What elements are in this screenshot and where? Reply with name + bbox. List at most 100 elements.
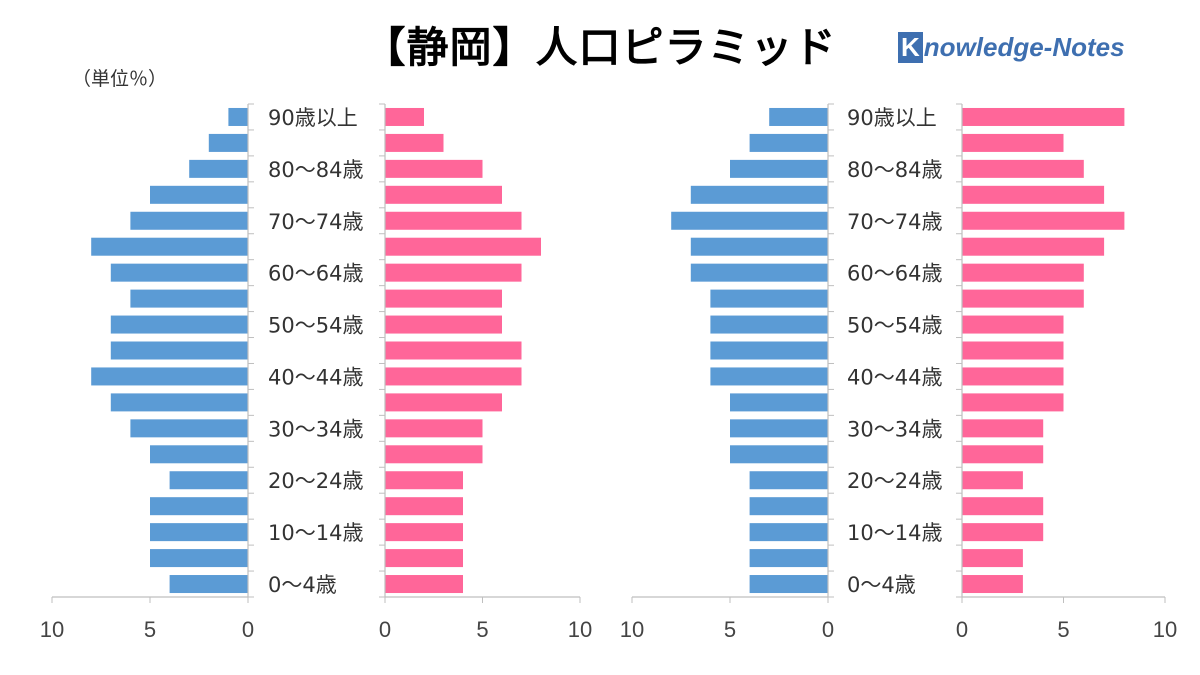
female-tick-label-2-5: 5	[1057, 617, 1069, 642]
female-bar-2-16	[962, 159, 1084, 178]
female-bar-1-0	[385, 575, 463, 594]
female-tick-label-1-0: 0	[379, 617, 391, 642]
male-bar-2-2	[749, 523, 828, 542]
male-bar-2-16	[730, 159, 828, 178]
male-tick-label-2-10: 10	[620, 617, 644, 642]
female-bar-1-15	[385, 185, 502, 204]
female-bar-1-11	[385, 289, 502, 308]
female-bar-2-1	[962, 549, 1023, 568]
male-bar-2-9	[710, 341, 828, 360]
male-bar-1-18	[228, 107, 248, 126]
female-bar-1-18	[385, 107, 424, 126]
female-bar-2-8	[962, 367, 1064, 386]
male-bar-2-0	[749, 575, 828, 594]
male-bar-1-9	[110, 341, 248, 360]
brand-logo-mark: K	[898, 32, 923, 63]
male-bar-1-12	[110, 263, 248, 282]
age-label-1-6: 30〜34歳	[268, 417, 363, 441]
male-bar-2-6	[730, 419, 828, 438]
female-bar-1-17	[385, 133, 444, 152]
female-bar-2-18	[962, 107, 1125, 126]
male-bar-1-15	[150, 185, 248, 204]
age-label-2-16: 80〜84歳	[847, 158, 942, 182]
female-bar-1-5	[385, 445, 483, 464]
male-bar-1-16	[189, 159, 248, 178]
age-label-2-12: 60〜64歳	[847, 262, 942, 286]
age-label-1-12: 60〜64歳	[268, 262, 363, 286]
brand-logo-text: nowledge-Notes	[923, 32, 1125, 62]
female-bar-2-2	[962, 523, 1044, 542]
male-bar-2-18	[769, 107, 828, 126]
age-label-1-16: 80〜84歳	[268, 158, 363, 182]
female-bar-1-10	[385, 315, 502, 334]
male-bar-2-14	[671, 211, 828, 230]
female-bar-1-2	[385, 523, 463, 542]
male-bar-2-12	[690, 263, 828, 282]
male-tick-label-1-5: 5	[144, 617, 156, 642]
female-bar-1-8	[385, 367, 522, 386]
chart-title: 【静岡】人口ピラミッド	[363, 23, 837, 72]
male-bar-2-1	[749, 549, 828, 568]
age-label-2-10: 50〜54歳	[847, 314, 942, 338]
male-bar-1-10	[110, 315, 248, 334]
male-bar-2-11	[710, 289, 828, 308]
female-bar-1-9	[385, 341, 522, 360]
age-label-2-14: 70〜74歳	[847, 210, 942, 234]
age-label-1-14: 70〜74歳	[268, 210, 363, 234]
male-bar-1-2	[150, 523, 248, 542]
female-tick-label-1-10: 10	[568, 617, 592, 642]
female-bar-2-11	[962, 289, 1084, 308]
age-label-2-8: 40〜44歳	[847, 365, 942, 389]
male-tick-label-1-10: 10	[40, 617, 64, 642]
male-bar-1-1	[150, 549, 248, 568]
male-bar-1-13	[91, 237, 248, 256]
female-bar-1-16	[385, 159, 483, 178]
female-bar-1-3	[385, 497, 463, 516]
female-bar-2-3	[962, 497, 1044, 516]
female-tick-label-1-5: 5	[476, 617, 488, 642]
female-bar-2-17	[962, 133, 1064, 152]
age-label-1-2: 10〜14歳	[268, 521, 363, 545]
age-label-1-8: 40〜44歳	[268, 365, 363, 389]
male-bar-2-7	[730, 393, 828, 412]
male-bar-2-5	[730, 445, 828, 464]
female-bar-2-10	[962, 315, 1064, 334]
male-bar-1-6	[130, 419, 248, 438]
male-bar-1-0	[169, 575, 248, 594]
male-bar-1-8	[91, 367, 248, 386]
male-bar-1-7	[110, 393, 248, 412]
male-bar-2-4	[749, 471, 828, 490]
age-label-1-0: 0〜4歳	[268, 573, 337, 597]
age-label-1-4: 20〜24歳	[268, 469, 363, 493]
age-label-2-6: 30〜34歳	[847, 417, 942, 441]
male-tick-label-2-5: 5	[724, 617, 736, 642]
female-bar-1-12	[385, 263, 522, 282]
female-bar-2-13	[962, 237, 1105, 256]
female-bar-2-0	[962, 575, 1023, 594]
male-bar-1-4	[169, 471, 248, 490]
male-bar-2-3	[749, 497, 828, 516]
female-bar-2-7	[962, 393, 1064, 412]
unit-label: （単位％）	[72, 68, 168, 90]
male-bar-1-3	[150, 497, 248, 516]
female-bar-1-7	[385, 393, 502, 412]
male-bar-2-15	[690, 185, 828, 204]
male-tick-label-1-0: 0	[242, 617, 254, 642]
male-bar-1-11	[130, 289, 248, 308]
female-bar-2-6	[962, 419, 1044, 438]
age-label-2-0: 0〜4歳	[847, 573, 916, 597]
age-label-2-4: 20〜24歳	[847, 469, 942, 493]
age-label-2-18: 90歳以上	[847, 106, 937, 130]
age-label-1-18: 90歳以上	[268, 106, 358, 130]
female-bar-1-6	[385, 419, 483, 438]
male-bar-2-17	[749, 133, 828, 152]
age-label-2-2: 10〜14歳	[847, 521, 942, 545]
female-bar-1-14	[385, 211, 522, 230]
female-tick-label-2-0: 0	[956, 617, 968, 642]
female-bar-1-1	[385, 549, 463, 568]
female-bar-2-12	[962, 263, 1084, 282]
female-bar-2-4	[962, 471, 1023, 490]
male-bar-2-8	[710, 367, 828, 386]
